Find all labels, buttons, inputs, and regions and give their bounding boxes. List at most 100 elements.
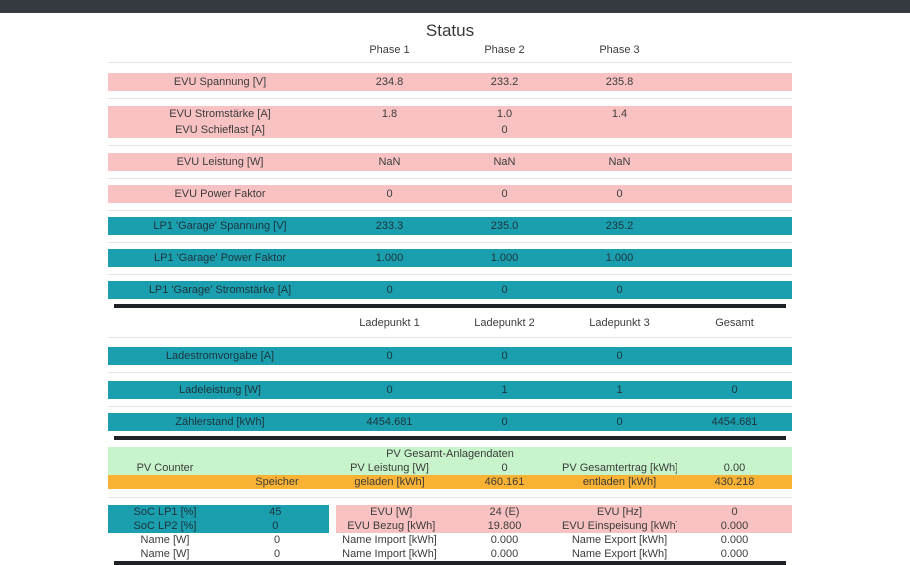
- speicher-entladen-value: 430.218: [677, 475, 792, 489]
- phase-header-empty: [677, 41, 792, 59]
- evu-strom-phase1: 1.8: [332, 106, 447, 138]
- zaehlerstand-lp1: 4454.681: [332, 413, 447, 431]
- separator-line: [108, 330, 792, 338]
- status-table: Phase 1 Phase 2 Phase 3 EVU Spannung [V]…: [108, 41, 792, 565]
- evu-einspeisung-value: 0.000: [677, 519, 792, 533]
- soc-lp2-value: 0: [222, 519, 336, 533]
- evu-stromstaerke-p3: 1.4: [611, 108, 628, 120]
- lp1-powerfaktor-label: LP1 'Garage' Power Faktor: [108, 249, 332, 267]
- evu-hz-value: 0: [677, 505, 792, 519]
- speicher-empty: [108, 475, 222, 489]
- name1-value: 0: [273, 534, 281, 546]
- row-evu-powerfaktor: EVU Power Faktor 0 0 0: [108, 185, 792, 203]
- evu-powerfaktor-phase1: 0: [332, 185, 447, 203]
- row-soc-lp1: SoC LP1 [%] 45 EVU [W] 24 (E) EVU [Hz] 0: [108, 505, 792, 519]
- bottom-divider: [108, 561, 792, 565]
- lp1-stromstaerke-phase2: 0: [447, 281, 562, 299]
- ladepunkt3-header: Ladepunkt 3: [589, 317, 650, 329]
- pv-section-title: PV Gesamt-Anlagendaten: [108, 447, 792, 461]
- lp1-spannung-phase2: 235.0: [447, 217, 562, 235]
- evu-stromstaerke-label: EVU Stromstärke [A]: [169, 108, 271, 120]
- zaehlerstand-lp2: 0: [447, 413, 562, 431]
- row-lp1-stromstaerke: LP1 'Garage' Stromstärke [A] 0 0 0: [108, 281, 792, 299]
- row-name-1: Name [W] 0 Name Import [kWh] 0.000 Name …: [108, 533, 792, 547]
- name2-export-value: 0.000: [720, 548, 749, 560]
- evu-stromstaerke-p2: 1.0: [496, 108, 513, 120]
- separator-line: [108, 203, 792, 211]
- name1-import-value: 0.000: [490, 534, 519, 546]
- ladepunkt2-header: Ladepunkt 2: [474, 317, 535, 329]
- ladeleistung-lp1: 0: [332, 381, 447, 399]
- pv-counter-empty: [222, 461, 332, 475]
- name2-export-label: Name Export [kWh]: [571, 548, 668, 560]
- separator-line: [108, 399, 792, 407]
- evu-w-label: EVU [W]: [332, 505, 447, 519]
- ladepunkt-header-spacer: [108, 316, 332, 330]
- pv-counter-label: PV Counter: [108, 461, 222, 475]
- evu-spannung-phase2: 233.2: [447, 73, 562, 91]
- section-divider: [108, 304, 792, 308]
- row-lp1-spannung: LP1 'Garage' Spannung [V] 233.3 235.0 23…: [108, 217, 792, 235]
- evu-schieflast-p1: [332, 123, 447, 138]
- row-ladestromvorgabe: Ladestromvorgabe [A] 0 0 0: [108, 347, 792, 365]
- zaehlerstand-gesamt: 4454.681: [677, 413, 792, 431]
- ladestromvorgabe-label: Ladestromvorgabe [A]: [108, 347, 332, 365]
- zaehlerstand-lp3: 0: [562, 413, 677, 431]
- lp1-powerfaktor-phase1: 1.000: [332, 249, 447, 267]
- row-evu-spannung: EVU Spannung [V] 234.8 233.2 235.8: [108, 73, 792, 91]
- evu-spannung-empty: [677, 73, 792, 91]
- page-title: Status: [425, 21, 475, 40]
- row-lp1-powerfaktor: LP1 'Garage' Power Faktor 1.000 1.000 1.…: [108, 249, 792, 267]
- lp1-spannung-phase1: 233.3: [332, 217, 447, 235]
- evu-spannung-phase3: 235.8: [562, 73, 677, 91]
- row-name-2: Name [W] 0 Name Import [kWh] 0.000 Name …: [108, 547, 792, 561]
- row-pv-counter: PV Counter PV Leistung [W] 0 PV Gesamter…: [108, 461, 792, 475]
- name1-export-value: 0.000: [720, 534, 749, 546]
- ladestromvorgabe-gesamt: [677, 347, 792, 365]
- separator-line: [108, 91, 792, 99]
- phase2-header: Phase 2: [484, 44, 525, 56]
- lp1-powerfaktor-empty: [677, 249, 792, 267]
- evu-powerfaktor-empty: [677, 185, 792, 203]
- evu-powerfaktor-label: EVU Power Faktor: [108, 185, 332, 203]
- evu-bezug-value: 19.800: [447, 519, 562, 533]
- evu-schieflast-label: EVU Schieflast [A]: [175, 124, 265, 136]
- lp1-stromstaerke-label: LP1 'Garage' Stromstärke [A]: [108, 281, 332, 299]
- evu-leistung-phase1: NaN: [332, 153, 447, 171]
- pv-leistung-label: PV Leistung [W]: [332, 461, 447, 475]
- name2-import-value: 0.000: [490, 548, 519, 560]
- phase1-header: Phase 1: [369, 44, 410, 56]
- evu-powerfaktor-phase3: 0: [562, 185, 677, 203]
- ladestromvorgabe-lp2: 0: [447, 347, 562, 365]
- soc-lp2-label: SoC LP2 [%]: [108, 519, 222, 533]
- soc-lp1-value: 45: [222, 505, 336, 519]
- ladeleistung-label: Ladeleistung [W]: [108, 381, 332, 399]
- section-divider: [108, 436, 792, 440]
- separator-line: [108, 267, 792, 275]
- separator-line: [108, 138, 792, 146]
- pv-ertrag-value: 0.00: [677, 461, 792, 475]
- separator-line: [108, 171, 792, 179]
- lp1-stromstaerke-phase1: 0: [332, 281, 447, 299]
- ladepunkt1-header: Ladepunkt 1: [359, 317, 420, 329]
- evu-schieflast-p3: [562, 123, 677, 138]
- evu-strom-phase2: 1.0 0: [447, 106, 562, 138]
- lp1-spannung-phase3: 235.2: [562, 217, 677, 235]
- evu-spannung-phase1: 234.8: [332, 73, 447, 91]
- separator-line: [108, 489, 792, 498]
- pv-ertrag-label: PV Gesamtertrag [kWh]: [562, 461, 677, 475]
- row-ladeleistung: Ladeleistung [W] 0 1 1 0: [108, 381, 792, 399]
- evu-hz-label: EVU [Hz]: [562, 505, 677, 519]
- separator-line: [108, 59, 792, 63]
- evu-leistung-empty: [677, 153, 792, 171]
- pv-leistung-value: 0: [447, 461, 562, 475]
- evu-spannung-label: EVU Spannung [V]: [108, 73, 332, 91]
- soc-lp1-label: SoC LP1 [%]: [108, 505, 222, 519]
- row-speicher: Speicher geladen [kWh] 460.161 entladen …: [108, 475, 792, 489]
- evu-stromstaerke-p1: 1.8: [381, 108, 398, 120]
- evu-strom-phase3: 1.4: [562, 106, 677, 138]
- name2-label: Name [W]: [140, 548, 190, 560]
- speicher-geladen-label: geladen [kWh]: [332, 475, 447, 489]
- speicher-label: Speicher: [222, 475, 332, 489]
- row-evu-leistung: EVU Leistung [W] NaN NaN NaN: [108, 153, 792, 171]
